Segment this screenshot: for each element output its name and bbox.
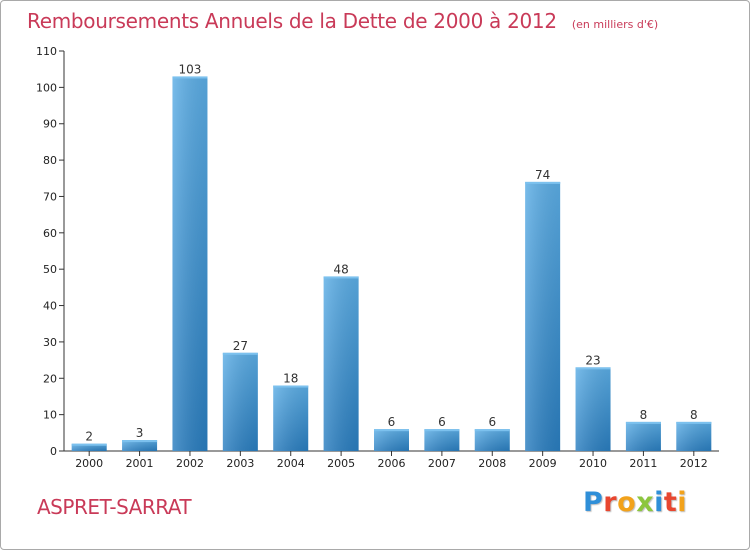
commune-name: ASPRET-SARRAT (37, 495, 192, 519)
bar-shade (273, 385, 309, 451)
x-tick-label: 2003 (226, 457, 254, 470)
bar-shade (122, 440, 158, 451)
bar-shade (625, 421, 661, 451)
bar-value-label: 48 (333, 262, 348, 276)
axes: 0 10 20 30 40 50 60 70 80 90 100 110 2000 2001 2002 200… (36, 45, 719, 470)
chart-subtitle: (en milliers d'€) (571, 18, 659, 31)
y-tick-label: 40 (43, 300, 57, 313)
bar-cap (122, 440, 158, 443)
bar-value-label: 2 (85, 430, 93, 444)
y-tick-label: 100 (36, 81, 57, 94)
bar-cap (474, 429, 510, 432)
logo-letter: x (636, 487, 655, 518)
logo-letter: i (677, 487, 688, 518)
bar-value-label: 6 (388, 415, 396, 429)
bar-shade (374, 429, 409, 451)
y-tick-label: 20 (43, 372, 57, 385)
x-tick-label: 2008 (478, 457, 506, 470)
y-tick-label: 50 (43, 263, 57, 276)
x-tick-label: 2004 (277, 457, 305, 470)
bar-shade (222, 352, 258, 451)
x-tick-label: 2011 (629, 457, 657, 470)
y-tick-label: 10 (43, 409, 57, 422)
bar-value-label: 27 (233, 339, 248, 353)
logo-letter: i (654, 487, 664, 518)
bar-value-label: 8 (640, 408, 648, 422)
bar-cap (71, 443, 107, 446)
logo-letter: o (617, 487, 637, 518)
y-tick-label: 60 (43, 227, 57, 240)
x-tick-label: 2000 (75, 457, 103, 470)
bar-shade (424, 429, 460, 451)
x-tick-label: 2005 (327, 457, 355, 470)
bar-value-label: 6 (438, 415, 446, 429)
logo-letter: t (663, 487, 678, 518)
chart-title: Remboursements Annuels de la Dette de 20… (27, 9, 557, 33)
x-tick-label: 2007 (428, 457, 456, 470)
y-tick-label: 30 (43, 336, 57, 349)
x-tick-label: 2009 (529, 457, 557, 470)
bar-cap (172, 76, 208, 79)
logo-letter: r (603, 487, 618, 518)
bar-value-label: 3 (136, 426, 144, 440)
y-tick-label: 110 (36, 45, 57, 58)
bar-cap (625, 421, 661, 424)
x-tick-label: 2001 (126, 457, 154, 470)
bar-value-label: 18 (283, 372, 298, 386)
bar-value-label: 6 (488, 415, 496, 429)
bars (71, 76, 712, 452)
bar-shade (525, 181, 561, 451)
y-tick-label: 70 (43, 190, 57, 203)
bar-shade (474, 429, 510, 451)
bar-cap (323, 276, 359, 279)
bar-value-label: 103 (179, 62, 202, 76)
bar-shade (323, 276, 359, 451)
proxiti-logo: Proxiti (583, 487, 687, 518)
x-tick-label: 2012 (680, 457, 708, 470)
bar-cap (575, 367, 611, 370)
chart-title-block: Remboursements Annuels de la Dette de 20… (27, 9, 658, 33)
logo-letter: P (583, 487, 604, 518)
y-tick-label: 90 (43, 118, 57, 131)
bar-cap (222, 352, 258, 355)
y-tick-label: 80 (43, 154, 57, 167)
x-tick-label: 2006 (378, 457, 406, 470)
bar-shade (676, 421, 712, 451)
x-tick-label: 2002 (176, 457, 204, 470)
bar-cap (374, 429, 409, 432)
bar-value-label: 23 (585, 353, 600, 367)
y-tick-label: 0 (50, 445, 57, 458)
bar-value-label: 74 (535, 168, 550, 182)
x-tick-label: 2010 (579, 457, 607, 470)
bar-shade (172, 76, 208, 452)
bar-shade (71, 443, 107, 451)
bar-cap (676, 421, 712, 424)
bar-cap (525, 181, 561, 184)
bar-cap (273, 385, 309, 388)
bar-shade (575, 367, 611, 451)
bar-cap (424, 429, 460, 432)
bar-value-label: 8 (690, 408, 698, 422)
